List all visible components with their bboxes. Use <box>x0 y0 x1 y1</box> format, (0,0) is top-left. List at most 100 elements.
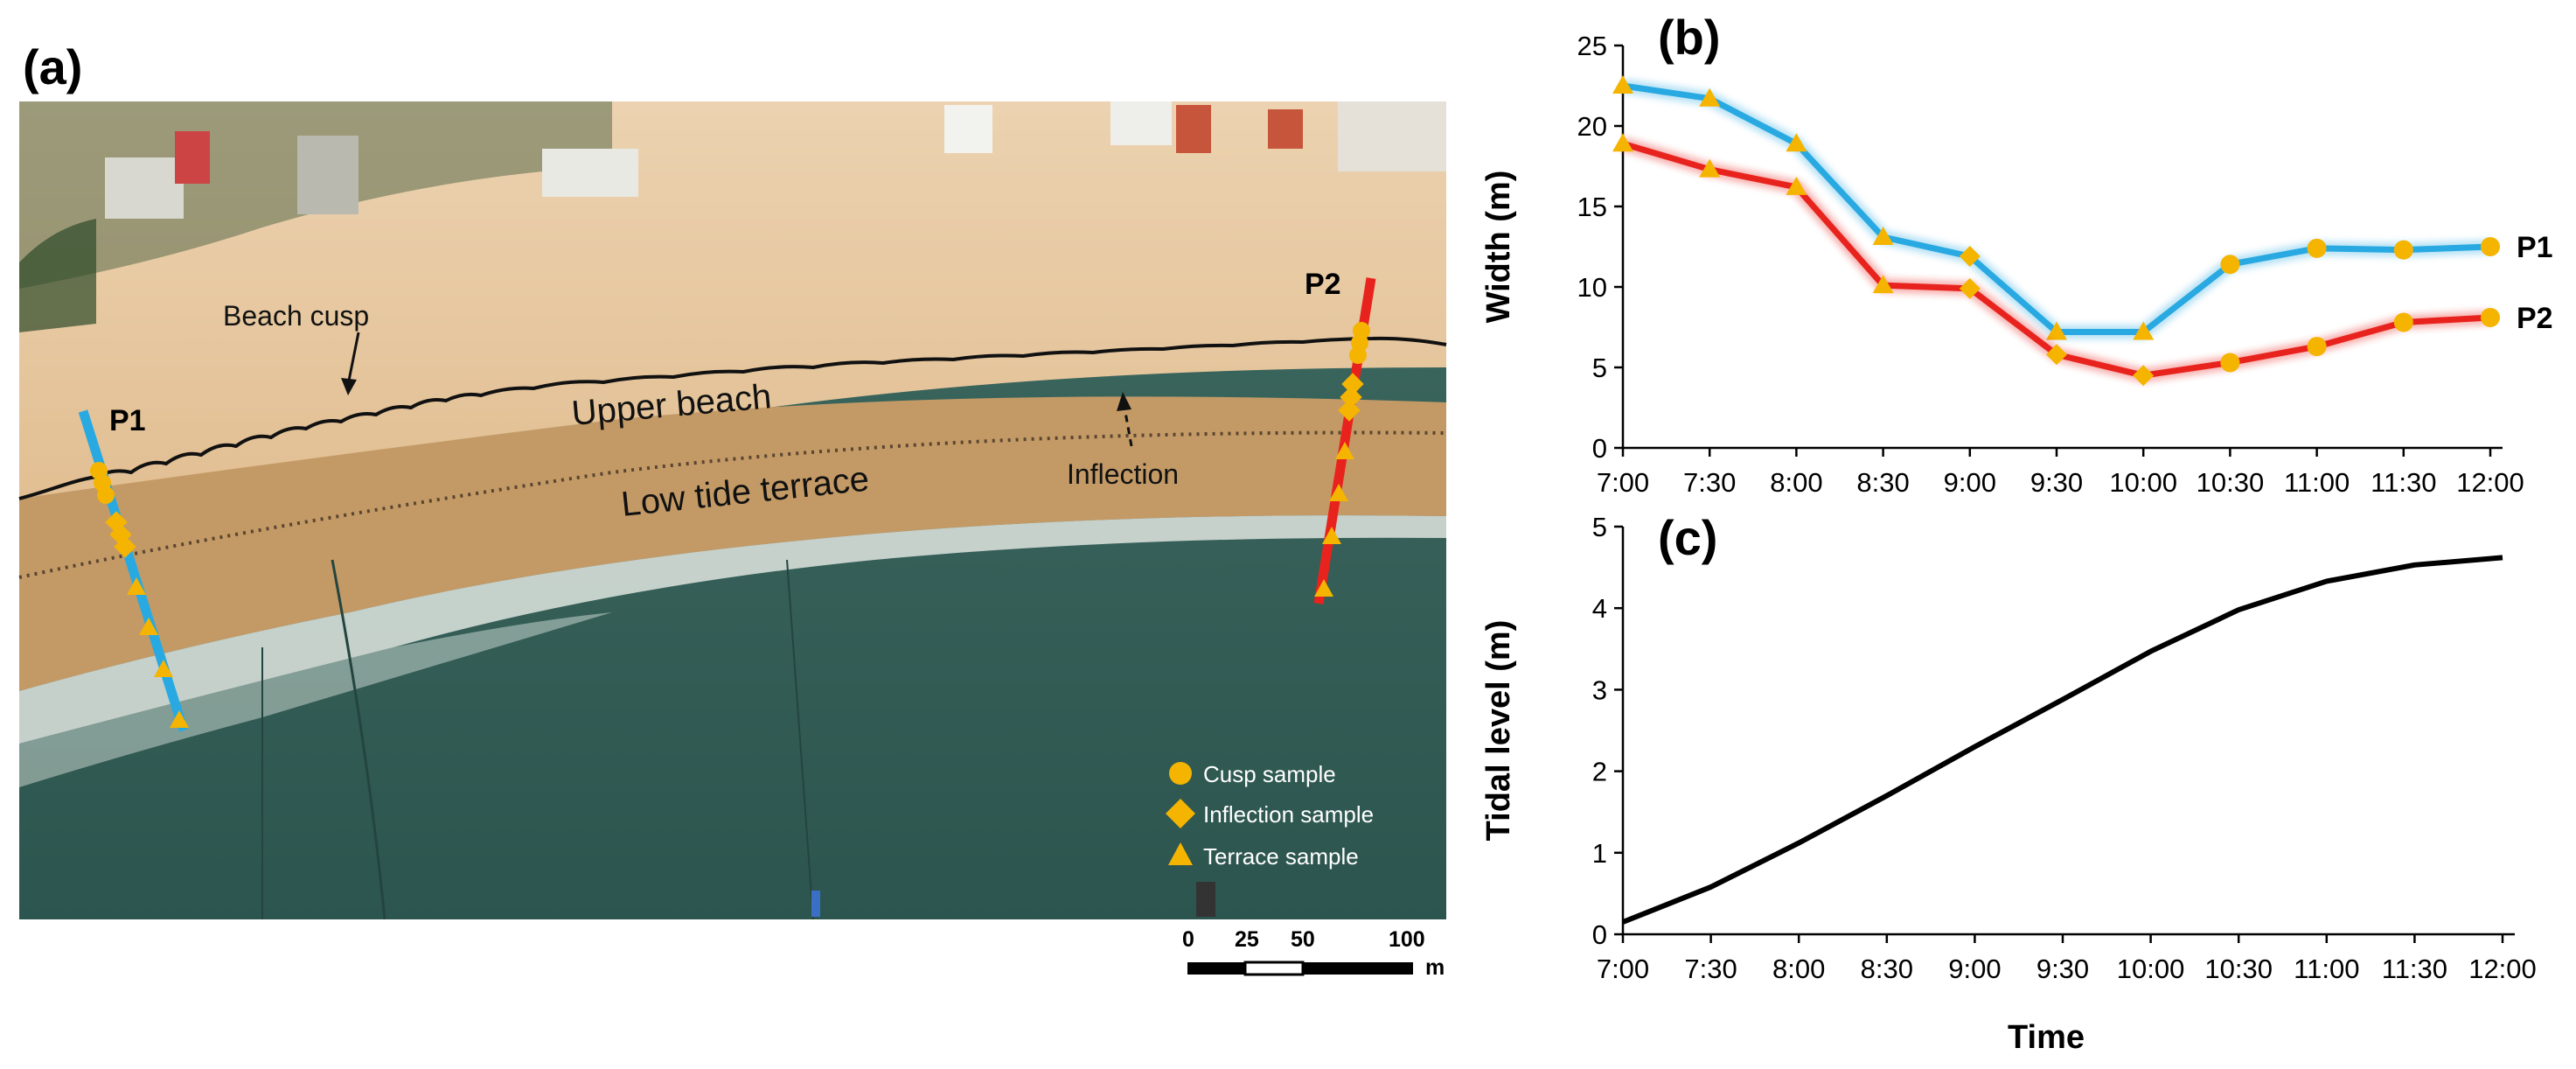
tidal-chart-axes: 0 1 2 3 4 5 7:00 7:30 8:00 8:30 9:00 9:30 10:00 10:30… <box>1592 512 2537 984</box>
data-point-P2-12:00 <box>2481 307 2500 327</box>
x-tick-label: 11:30 <box>2371 467 2436 498</box>
x-tick-label: 8:00 <box>1770 467 1822 498</box>
x-tick-label: 11:00 <box>2294 954 2359 984</box>
scale-tick-100: 100 <box>1389 927 1425 952</box>
beach-cusp-annotation: Beach cusp <box>223 300 369 332</box>
x-tick-label: 10:00 <box>2117 954 2185 984</box>
data-point-P2-8:30 <box>1872 275 1894 294</box>
y-tick-label: 10 <box>1577 272 1607 303</box>
p2-terrace-sample <box>1322 527 1341 544</box>
x-tick-label: 12:00 <box>2456 467 2524 498</box>
y-tick-label: 0 <box>1592 919 1607 950</box>
p1-terrace-sample <box>139 618 158 635</box>
legend-terrace-marker <box>1168 842 1193 865</box>
tidal-chart-series <box>1621 555 2503 925</box>
y-tick-label: 5 <box>1592 353 1607 383</box>
data-point-P1-7:00 <box>1612 75 1633 94</box>
data-point-P1-9:00 <box>1959 246 1981 268</box>
tidal-chart-y-label: Tidal level (m) <box>1480 620 1517 842</box>
scale-seg-3 <box>1303 962 1413 975</box>
y-tick-label: 0 <box>1592 433 1607 464</box>
scale-bar: 0 25 50 100 m <box>1182 927 1445 980</box>
data-point-P1-8:30 <box>1872 226 1894 245</box>
data-point-P2-10:00 <box>2133 365 2155 387</box>
panel-c-label: (c) <box>1658 510 1717 565</box>
p2-map-label: P2 <box>1305 268 1341 301</box>
scale-seg-2 <box>1243 961 1305 976</box>
series-label-P2: P2 <box>2517 302 2553 335</box>
x-tick-label: 12:00 <box>2468 954 2537 984</box>
panel-a-label: (a) <box>23 39 82 94</box>
y-tick-label: 3 <box>1592 674 1607 705</box>
series-line-P1 <box>1622 82 2491 336</box>
inflection-arrowhead <box>1117 392 1131 411</box>
y-tick-label: 20 <box>1577 111 1607 142</box>
x-tick-label: 7:00 <box>1597 954 1649 984</box>
surf-foam-outer <box>19 612 612 787</box>
p1-terrace-sample <box>127 577 146 595</box>
boat-2 <box>1196 882 1215 917</box>
x-tick-label: 9:00 <box>1944 467 1996 498</box>
x-tick-label: 8:00 <box>1772 954 1825 984</box>
legend-cusp-label: Cusp sample <box>1203 761 1336 787</box>
data-point-P2-10:30 <box>2220 353 2240 373</box>
data-point-P1-12:00 <box>2481 237 2500 256</box>
boat-1 <box>811 891 820 917</box>
scale-seg-1 <box>1187 962 1245 975</box>
tidal-chart: (c) 0 1 2 3 4 5 7:00 7:30 8:00 8:30 9:00 9:30 10:00 1… <box>1480 510 2537 1056</box>
x-tick-label: 11:30 <box>2382 954 2447 984</box>
x-tick-label: 8:30 <box>1861 954 1913 984</box>
series-line-Tidal level <box>1621 555 2503 925</box>
series-label-P1: P1 <box>2517 231 2553 264</box>
legend-cusp-marker <box>1169 762 1192 785</box>
data-point-P2-9:00 <box>1959 277 1981 299</box>
width-chart-y-label: Width (m) <box>1480 171 1517 324</box>
y-tick-label: 4 <box>1592 593 1607 624</box>
satellite-image <box>19 101 1446 920</box>
sea-line-1 <box>331 559 386 920</box>
data-point-P1-7:30 <box>1699 87 1721 107</box>
building-9 <box>1338 101 1446 171</box>
p1-terrace-sample <box>154 660 173 677</box>
trees-left <box>19 219 96 332</box>
data-point-P2-9:30 <box>2046 344 2067 366</box>
x-tick-label: 7:30 <box>1684 954 1737 984</box>
y-tick-label: 2 <box>1592 757 1607 787</box>
data-point-P1-11:00 <box>2307 238 2327 258</box>
x-tick-label: 9:30 <box>2030 467 2083 498</box>
y-tick-label: 5 <box>1592 512 1607 542</box>
data-point-P1-8:00 <box>1786 133 1807 152</box>
building-6 <box>1110 101 1172 145</box>
x-tick-label: 10:30 <box>2204 954 2273 984</box>
beach-cusp-arrowhead <box>341 378 357 395</box>
sea-line-3 <box>786 559 814 920</box>
panel-b-label: (b) <box>1658 10 1721 65</box>
x-tick-label: 9:00 <box>1948 954 2001 984</box>
y-tick-label: 25 <box>1577 31 1607 61</box>
width-chart: (b) 0 5 10 15 20 25 7:00 7:30 8:00 8:30 9:00 9:30 10… <box>1480 10 2553 498</box>
surf-foam <box>19 515 1446 744</box>
building-1 <box>105 157 184 219</box>
p2-terrace-sample <box>1335 442 1354 459</box>
beach-cusp-arrow <box>346 332 360 386</box>
scale-tick-25: 25 <box>1235 927 1259 952</box>
p2-terrace-sample <box>1314 579 1333 597</box>
data-point-P2-7:00 <box>1612 133 1633 152</box>
x-tick-label: 10:00 <box>2109 467 2177 498</box>
tidal-chart-x-label: Time <box>2008 1019 2085 1056</box>
map-legend: Cusp sample Inflection sample Terrace sa… <box>1166 761 1374 870</box>
x-tick-label: 7:00 <box>1597 467 1649 498</box>
width-chart-axes: 0 5 10 15 20 25 7:00 7:30 8:00 8:30 9:00 9:30 10:00 1… <box>1577 31 2524 498</box>
data-point-P2-11:00 <box>2307 337 2327 357</box>
legend-inflection-marker <box>1166 799 1195 828</box>
building-8 <box>1268 109 1303 149</box>
building-2 <box>175 131 210 184</box>
x-tick-label: 8:30 <box>1856 467 1909 498</box>
legend-terrace-label: Terrace sample <box>1203 843 1359 870</box>
p1-samples <box>90 462 189 728</box>
x-tick-label: 9:30 <box>2036 954 2089 984</box>
data-point-P1-11:30 <box>2393 240 2413 260</box>
terrace-boundary-line <box>18 430 1447 579</box>
x-tick-label: 10:30 <box>2197 467 2265 498</box>
